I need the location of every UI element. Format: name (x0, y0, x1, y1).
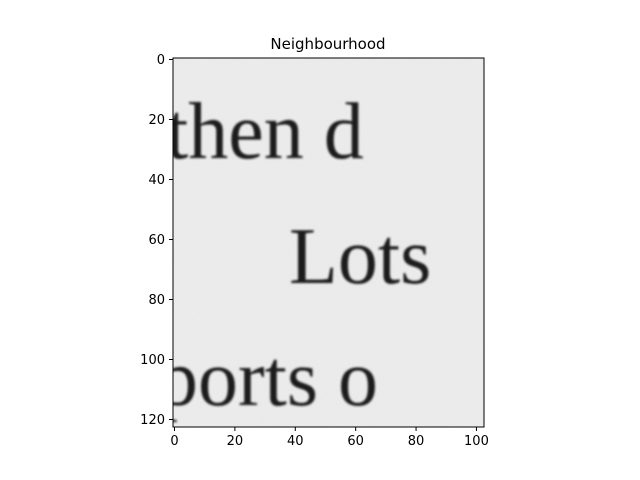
x-tick-label: 60 (347, 434, 364, 449)
x-tick-label: 0 (170, 434, 178, 449)
x-tick-label: 80 (408, 434, 425, 449)
y-tick-label: 0 (157, 53, 165, 68)
plot-frame (172, 57, 485, 428)
image-text-line: ports o (158, 335, 378, 423)
y-tick-label: 80 (148, 293, 165, 308)
y-tick-label: 120 (140, 413, 165, 428)
y-tick-label: 20 (148, 113, 165, 128)
y-tick-label: 60 (148, 233, 165, 248)
y-tick-label: 100 (140, 353, 165, 368)
image-text-line: then d (166, 88, 364, 176)
x-axis: 0 20 40 60 80 100 (170, 427, 489, 449)
x-tick-label: 40 (287, 434, 304, 449)
chart-title: Neighbourhood (270, 35, 385, 53)
y-axis: 0 20 40 60 80 100 120 (140, 53, 173, 428)
image-text-line: Lots (289, 213, 431, 301)
x-tick-label: 20 (227, 434, 244, 449)
y-tick-label: 40 (148, 173, 165, 188)
image-panel: then d Lots ports o (158, 58, 484, 427)
x-tick-label: 100 (464, 434, 489, 449)
